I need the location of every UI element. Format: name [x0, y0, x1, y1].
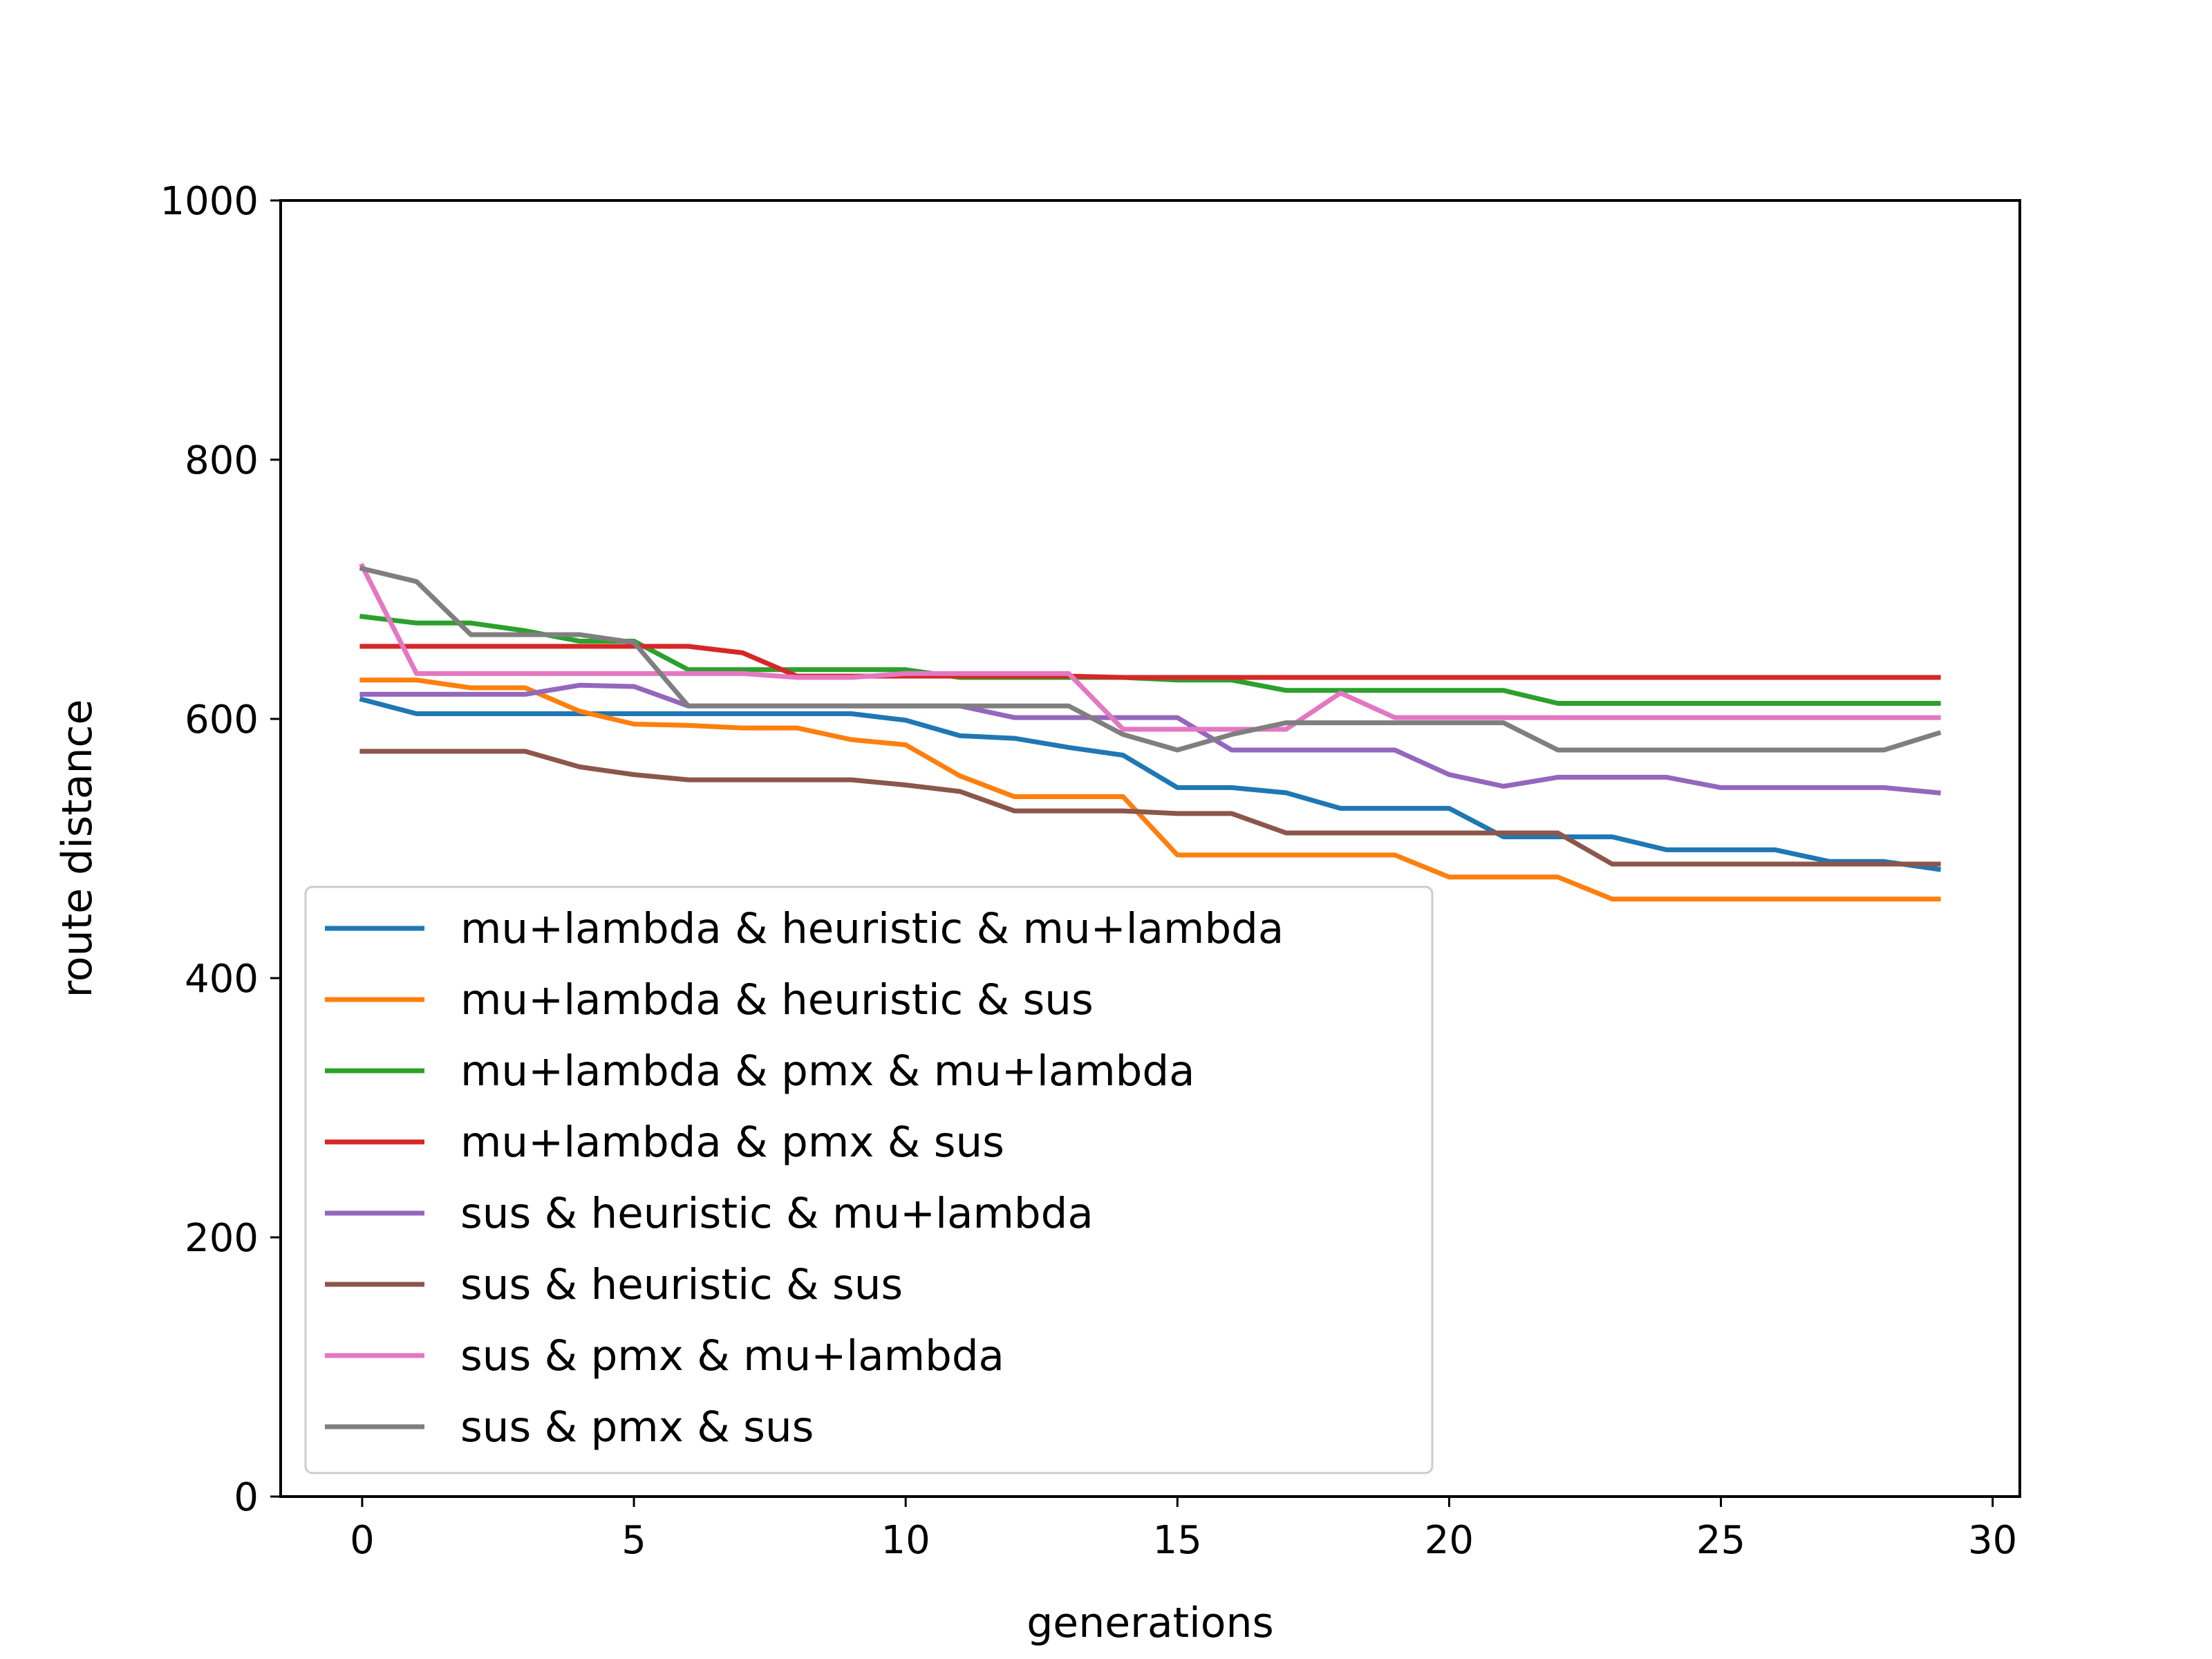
legend-entry-label: mu+lambda & heuristic & sus: [460, 975, 1094, 1024]
y-tick-label: 600: [185, 697, 259, 742]
series-line-7: [359, 563, 1941, 732]
x-tick-label: 10: [881, 1518, 930, 1563]
legend-entry-label: sus & heuristic & mu+lambda: [460, 1189, 1094, 1238]
legend-entry-label: sus & pmx & mu+lambda: [460, 1331, 1004, 1380]
x-axis-label: generations: [1027, 1599, 1274, 1647]
y-tick-label: 1000: [160, 179, 259, 224]
x-axis: 0 5 10 15 20 25 30: [350, 1497, 2017, 1563]
x-tick-label: 15: [1153, 1518, 1202, 1563]
x-tick-label: 30: [1968, 1518, 2017, 1563]
legend-entry-label: mu+lambda & heuristic & mu+lambda: [460, 904, 1284, 953]
y-tick-label: 200: [185, 1216, 259, 1261]
y-tick-label: 800: [185, 438, 259, 483]
legend-box: [304, 885, 1434, 1474]
series-layer: [359, 563, 1942, 902]
x-tick-label: 5: [621, 1518, 646, 1563]
legend-entry-label: mu+lambda & pmx & mu+lambda: [460, 1047, 1194, 1096]
legend-entry-label: sus & pmx & sus: [460, 1403, 814, 1452]
y-axis-label: route distance: [53, 700, 102, 998]
series-line-8: [359, 565, 1942, 753]
x-tick-label: 20: [1425, 1518, 1474, 1563]
series-line-5: [359, 682, 1941, 796]
series-line-1: [359, 696, 1942, 872]
series-line-2: [359, 677, 1941, 902]
legend: mu+lambda & heuristic & mu+lambda mu+lamb…: [304, 885, 1434, 1474]
x-tick-label: 25: [1696, 1518, 1745, 1563]
y-tick-label: 0: [234, 1475, 259, 1520]
y-tick-label: 400: [185, 957, 259, 1002]
legend-entry-label: mu+lambda & pmx & sus: [460, 1118, 1004, 1167]
series-line-6: [359, 749, 1941, 867]
series-line-4: [359, 644, 1941, 680]
y-axis: 0 200 400 600 800 1000: [160, 179, 281, 1520]
legend-entry-label: sus & heuristic & sus: [460, 1260, 903, 1309]
plot-area-frame: [279, 199, 2021, 1498]
x-tick-label: 0: [350, 1518, 375, 1563]
